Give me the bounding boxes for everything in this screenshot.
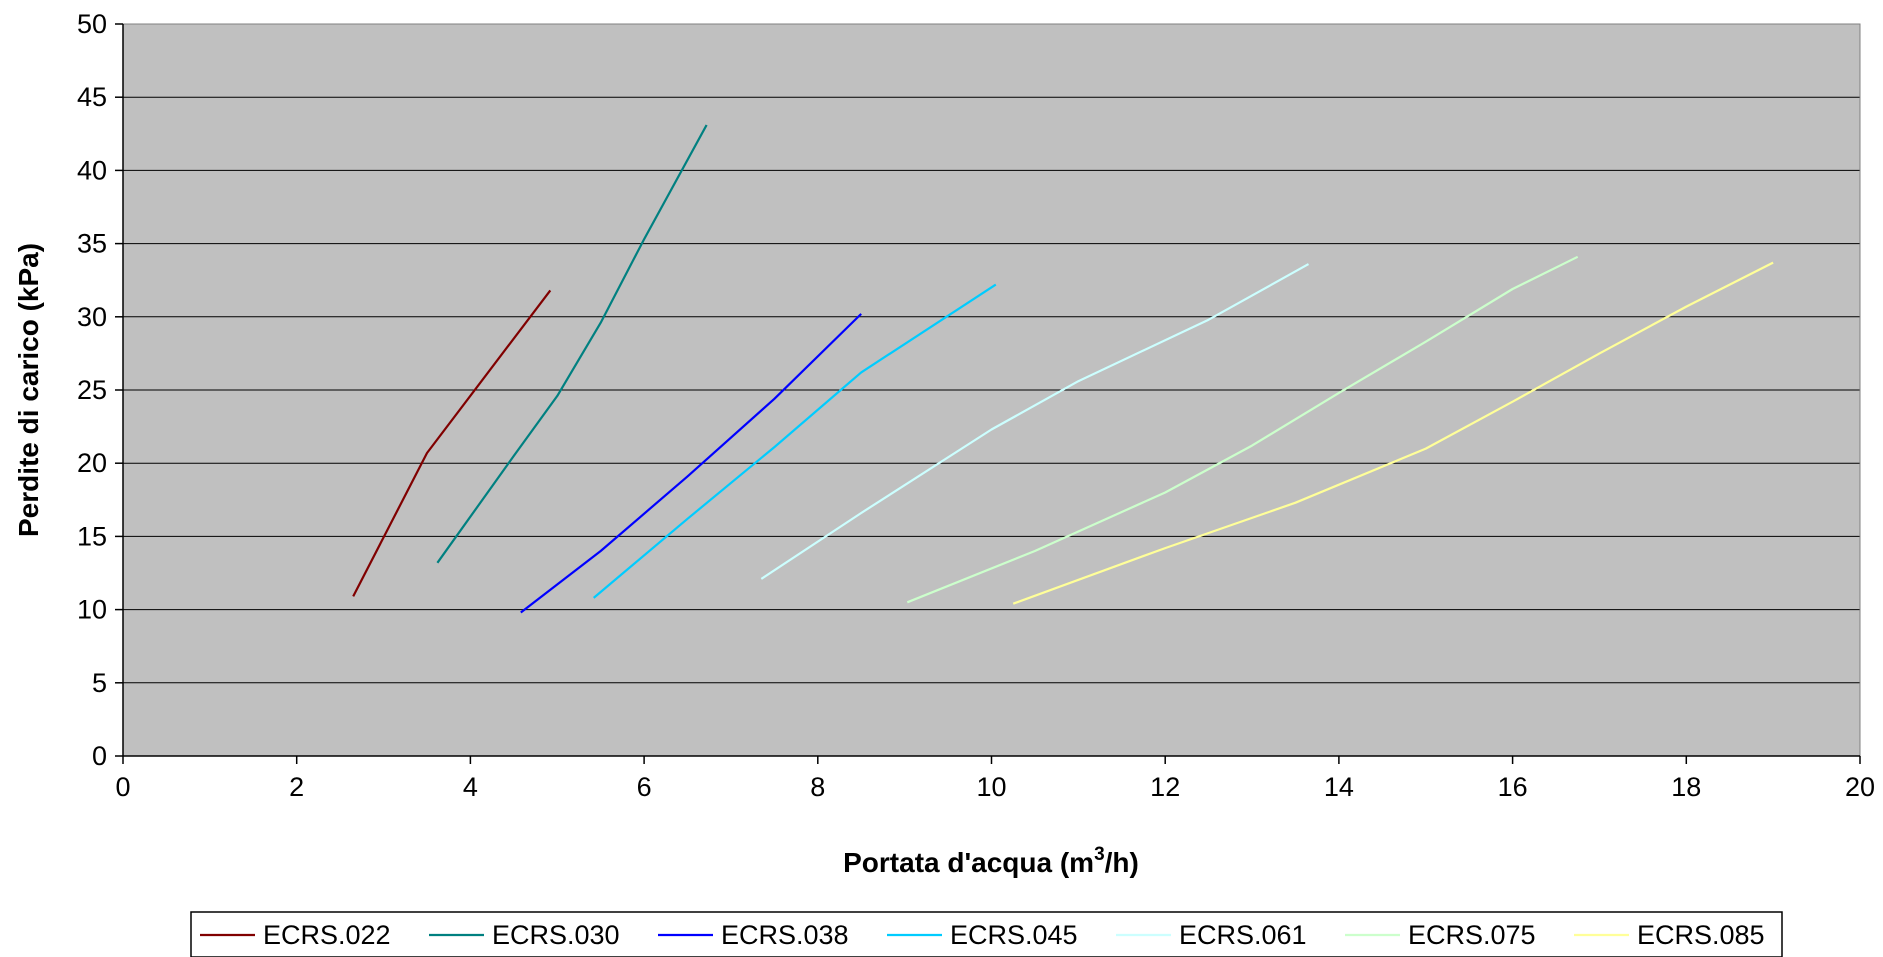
y-tick-label-45: 45: [77, 82, 107, 112]
series-line-ECRS.075: [906, 255, 1579, 604]
grid-lines: [122, 23, 1861, 757]
x-tick-label-0: 0: [115, 772, 130, 802]
y-tick-label-30: 30: [77, 302, 107, 332]
x-axis-title: Portata d'acqua (m3/h): [843, 844, 1139, 878]
tick-labels: 0 5 10 15 20 25 30 35 40 45 50 0 2 4 6 8 10 12 14 16 18 20: [77, 9, 1875, 802]
y-tick-label-10: 10: [77, 595, 107, 625]
y-axis-title: Perdite di carico (kPa): [13, 243, 44, 537]
y-tick-label-0: 0: [92, 741, 107, 771]
axes: [115, 23, 1861, 764]
x-tick-label-2: 2: [289, 772, 304, 802]
legend-item-ECRS.075: ECRS.075: [1345, 920, 1536, 950]
x-tick-label-4: 4: [463, 772, 478, 802]
x-tick-label-18: 18: [1671, 772, 1701, 802]
series-lines: [352, 124, 1774, 614]
series-line-ECRS.045: [592, 283, 997, 599]
x-tick-label-6: 6: [637, 772, 652, 802]
legend: ECRS.022 ECRS.030 ECRS.038 ECRS.045 ECRS.061…: [190, 911, 1783, 957]
legend-item-ECRS.085: ECRS.085: [1574, 920, 1765, 950]
series-line-ECRS.061: [760, 263, 1310, 580]
x-tick-label-10: 10: [976, 772, 1006, 802]
x-tick-label-16: 16: [1498, 772, 1528, 802]
series-line-ECRS.038: [520, 313, 862, 614]
y-tick-label-50: 50: [77, 9, 107, 39]
y-tick-label-35: 35: [77, 229, 107, 259]
legend-item-ECRS.022: ECRS.022: [200, 920, 391, 950]
legend-label: ECRS.045: [950, 920, 1078, 950]
legend-item-ECRS.061: ECRS.061: [1116, 920, 1307, 950]
series-line-ECRS.030: [436, 124, 708, 564]
legend-label: ECRS.075: [1408, 920, 1536, 950]
legend-label: ECRS.061: [1179, 920, 1307, 950]
legend-label: ECRS.022: [263, 920, 391, 950]
y-tick-label-20: 20: [77, 448, 107, 478]
legend-item-ECRS.045: ECRS.045: [887, 920, 1078, 950]
legend-label: ECRS.030: [492, 920, 620, 950]
x-tick-label-8: 8: [810, 772, 825, 802]
legend-label: ECRS.085: [1637, 920, 1765, 950]
legend-label: ECRS.038: [721, 920, 849, 950]
x-tick-label-14: 14: [1324, 772, 1354, 802]
y-tick-label-5: 5: [92, 668, 107, 698]
y-tick-label-40: 40: [77, 155, 107, 185]
y-tick-label-15: 15: [77, 521, 107, 551]
x-tick-label-20: 20: [1845, 772, 1875, 802]
series-line-ECRS.022: [352, 289, 552, 597]
series-line-ECRS.085: [1012, 261, 1774, 605]
x-tick-label-12: 12: [1150, 772, 1180, 802]
legend-item-ECRS.038: ECRS.038: [658, 920, 849, 950]
y-tick-label-25: 25: [77, 375, 107, 405]
legend-item-ECRS.030: ECRS.030: [429, 920, 620, 950]
